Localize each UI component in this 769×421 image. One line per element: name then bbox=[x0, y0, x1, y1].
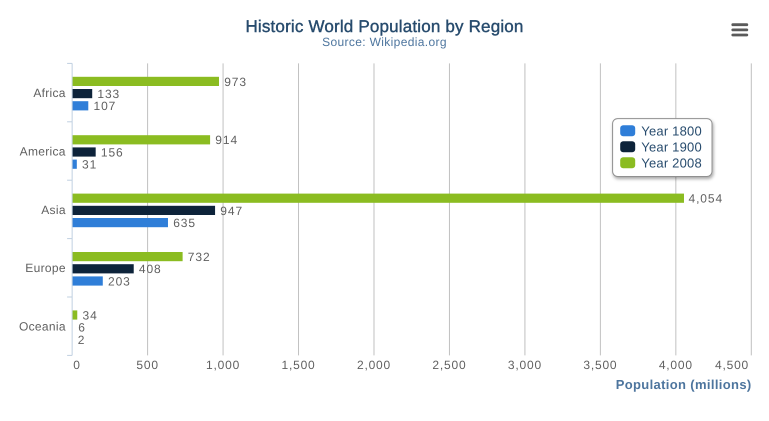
svg-text:America: America bbox=[20, 144, 66, 158]
svg-text:203: 203 bbox=[108, 274, 131, 288]
svg-text:34: 34 bbox=[83, 308, 98, 322]
svg-text:Asia: Asia bbox=[41, 203, 66, 217]
svg-text:732: 732 bbox=[188, 250, 211, 264]
svg-text:973: 973 bbox=[224, 75, 247, 89]
svg-text:Oceania: Oceania bbox=[19, 320, 66, 334]
svg-text:1,000: 1,000 bbox=[206, 358, 240, 372]
svg-text:Europe: Europe bbox=[25, 261, 66, 275]
svg-text:408: 408 bbox=[139, 262, 162, 276]
svg-text:3,000: 3,000 bbox=[508, 358, 542, 372]
svg-text:6: 6 bbox=[78, 321, 86, 335]
svg-text:133: 133 bbox=[97, 87, 120, 101]
svg-text:2,500: 2,500 bbox=[432, 358, 466, 372]
svg-text:4,054: 4,054 bbox=[689, 192, 724, 206]
svg-text:4,500: 4,500 bbox=[715, 358, 749, 372]
svg-text:31: 31 bbox=[82, 158, 97, 172]
svg-text:Africa: Africa bbox=[33, 86, 65, 100]
svg-text:Source: Wikipedia.org: Source: Wikipedia.org bbox=[322, 35, 447, 49]
svg-text:3,500: 3,500 bbox=[583, 358, 617, 372]
svg-text:Historic World Population by R: Historic World Population by Region bbox=[245, 17, 523, 36]
svg-text:4,000: 4,000 bbox=[659, 358, 693, 372]
svg-text:1,500: 1,500 bbox=[282, 358, 316, 372]
svg-text:947: 947 bbox=[220, 204, 243, 218]
svg-text:500: 500 bbox=[136, 358, 158, 372]
svg-text:107: 107 bbox=[94, 99, 117, 113]
svg-text:156: 156 bbox=[101, 145, 124, 159]
svg-text:635: 635 bbox=[173, 216, 196, 230]
svg-text:Year 1800: Year 1800 bbox=[641, 124, 702, 139]
svg-text:0: 0 bbox=[73, 358, 80, 372]
svg-text:Year 2008: Year 2008 bbox=[641, 156, 702, 171]
svg-text:2: 2 bbox=[78, 333, 86, 347]
svg-text:914: 914 bbox=[215, 133, 238, 147]
svg-text:Population (millions): Population (millions) bbox=[616, 377, 752, 392]
svg-text:2,000: 2,000 bbox=[357, 358, 391, 372]
svg-text:Year 1900: Year 1900 bbox=[641, 140, 702, 155]
